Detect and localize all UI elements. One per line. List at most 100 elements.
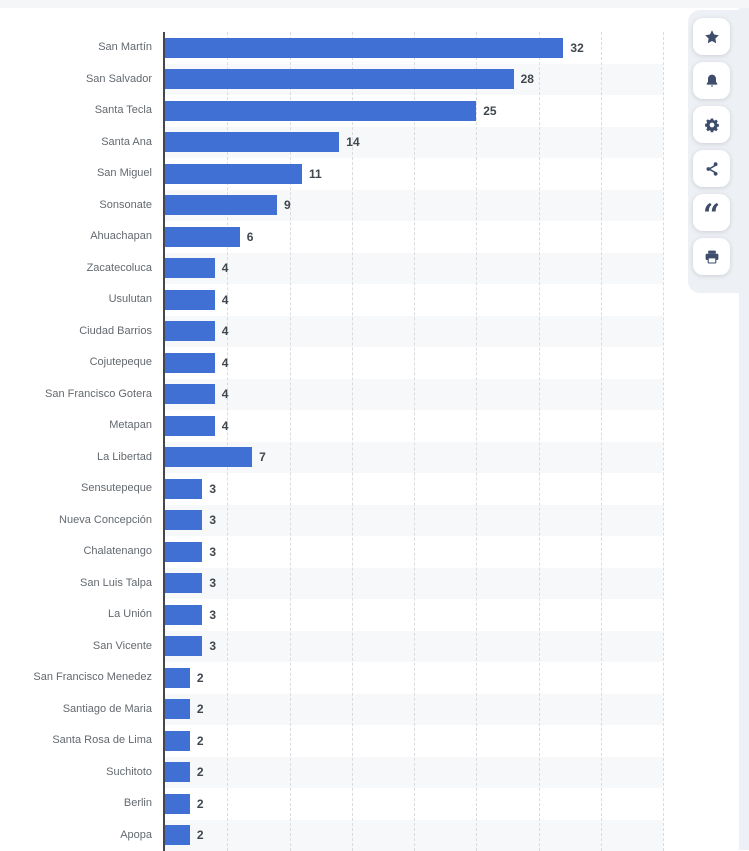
category-label: San Vicente bbox=[0, 631, 165, 663]
settings-button[interactable] bbox=[693, 106, 730, 143]
share-button[interactable] bbox=[693, 150, 730, 187]
chart-row: Apopa 2 bbox=[0, 820, 663, 851]
category-label: Cojutepeque bbox=[0, 347, 165, 379]
value-label: 4 bbox=[222, 387, 229, 401]
row-plot-area: 2 bbox=[165, 820, 663, 851]
bar[interactable] bbox=[165, 416, 215, 436]
chart-row: San Vicente 3 bbox=[0, 631, 663, 663]
row-plot-area: 2 bbox=[165, 757, 663, 789]
bar[interactable] bbox=[165, 384, 215, 404]
value-label: 4 bbox=[222, 324, 229, 338]
chart-row: San Salvador 28 bbox=[0, 64, 663, 96]
value-label: 6 bbox=[247, 230, 254, 244]
category-label: Sonsonate bbox=[0, 190, 165, 222]
category-label: Suchitoto bbox=[0, 757, 165, 789]
bar-chart: San Martín 32 San Salvador 28 Santa Tecl… bbox=[0, 32, 663, 851]
value-label: 2 bbox=[197, 734, 204, 748]
chart-row: Santa Ana 14 bbox=[0, 127, 663, 159]
bar[interactable] bbox=[165, 542, 202, 562]
value-label: 4 bbox=[222, 293, 229, 307]
row-plot-area: 2 bbox=[165, 788, 663, 820]
category-label: Apopa bbox=[0, 820, 165, 851]
bar[interactable] bbox=[165, 510, 202, 530]
row-plot-area: 3 bbox=[165, 473, 663, 505]
bell-icon bbox=[704, 73, 720, 89]
category-label: Santa Rosa de Lima bbox=[0, 725, 165, 757]
row-plot-area: 3 bbox=[165, 568, 663, 600]
row-plot-area: 3 bbox=[165, 599, 663, 631]
star-icon bbox=[704, 29, 720, 45]
value-label: 9 bbox=[284, 198, 291, 212]
chart-row: Ahuachapan 6 bbox=[0, 221, 663, 253]
chart-toolbar: “ bbox=[693, 18, 730, 275]
bar[interactable] bbox=[165, 69, 514, 89]
chart-row: Santa Tecla 25 bbox=[0, 95, 663, 127]
category-label: San Miguel bbox=[0, 158, 165, 190]
chart-row: Ciudad Barrios 4 bbox=[0, 316, 663, 348]
bar[interactable] bbox=[165, 762, 190, 782]
category-label: Chalatenango bbox=[0, 536, 165, 568]
bar[interactable] bbox=[165, 479, 202, 499]
value-label: 3 bbox=[209, 545, 216, 559]
chart-rows: San Martín 32 San Salvador 28 Santa Tecl… bbox=[0, 32, 663, 851]
row-plot-area: 4 bbox=[165, 347, 663, 379]
value-label: 4 bbox=[222, 261, 229, 275]
bar[interactable] bbox=[165, 38, 563, 58]
bar[interactable] bbox=[165, 636, 202, 656]
category-label: Santa Tecla bbox=[0, 95, 165, 127]
notifications-button[interactable] bbox=[693, 62, 730, 99]
bar[interactable] bbox=[165, 699, 190, 719]
value-label: 25 bbox=[483, 104, 496, 118]
value-label: 4 bbox=[222, 419, 229, 433]
chart-row: Sensutepeque 3 bbox=[0, 473, 663, 505]
chart-row: Nueva Concepción 3 bbox=[0, 505, 663, 537]
bar[interactable] bbox=[165, 668, 190, 688]
bar[interactable] bbox=[165, 227, 240, 247]
value-label: 14 bbox=[346, 135, 359, 149]
bar[interactable] bbox=[165, 290, 215, 310]
bar[interactable] bbox=[165, 573, 202, 593]
share-icon bbox=[704, 161, 720, 177]
row-plot-area: 3 bbox=[165, 505, 663, 537]
y-axis-line bbox=[163, 32, 165, 851]
bar[interactable] bbox=[165, 825, 190, 845]
gridline bbox=[663, 32, 664, 851]
value-label: 3 bbox=[209, 576, 216, 590]
bar[interactable] bbox=[165, 353, 215, 373]
value-label: 2 bbox=[197, 797, 204, 811]
chart-row: Berlin 2 bbox=[0, 788, 663, 820]
chart-row: San Francisco Gotera 4 bbox=[0, 379, 663, 411]
row-plot-area: 32 bbox=[165, 32, 663, 64]
value-label: 2 bbox=[197, 702, 204, 716]
category-label: Berlin bbox=[0, 788, 165, 820]
category-label: Sensutepeque bbox=[0, 473, 165, 505]
bar[interactable] bbox=[165, 195, 277, 215]
bar[interactable] bbox=[165, 101, 476, 121]
row-plot-area: 4 bbox=[165, 284, 663, 316]
category-label: San Salvador bbox=[0, 64, 165, 96]
category-label: Nueva Concepción bbox=[0, 505, 165, 537]
bar[interactable] bbox=[165, 164, 302, 184]
bar[interactable] bbox=[165, 132, 339, 152]
row-plot-area: 2 bbox=[165, 694, 663, 726]
bar[interactable] bbox=[165, 258, 215, 278]
row-plot-area: 28 bbox=[165, 64, 663, 96]
row-plot-area: 7 bbox=[165, 442, 663, 474]
chart-row: Zacatecoluca 4 bbox=[0, 253, 663, 285]
value-label: 2 bbox=[197, 671, 204, 685]
cite-button[interactable]: “ bbox=[693, 194, 730, 231]
bar[interactable] bbox=[165, 447, 252, 467]
bar[interactable] bbox=[165, 605, 202, 625]
bar[interactable] bbox=[165, 321, 215, 341]
row-plot-area: 2 bbox=[165, 662, 663, 694]
print-icon bbox=[704, 249, 720, 265]
bar[interactable] bbox=[165, 731, 190, 751]
print-button[interactable] bbox=[693, 238, 730, 275]
quote-icon: “ bbox=[703, 201, 720, 225]
chart-row: San Luis Talpa 3 bbox=[0, 568, 663, 600]
bar[interactable] bbox=[165, 794, 190, 814]
chart-row: San Martín 32 bbox=[0, 32, 663, 64]
chart-row: Usulutan 4 bbox=[0, 284, 663, 316]
favorite-button[interactable] bbox=[693, 18, 730, 55]
category-label: San Martín bbox=[0, 32, 165, 64]
